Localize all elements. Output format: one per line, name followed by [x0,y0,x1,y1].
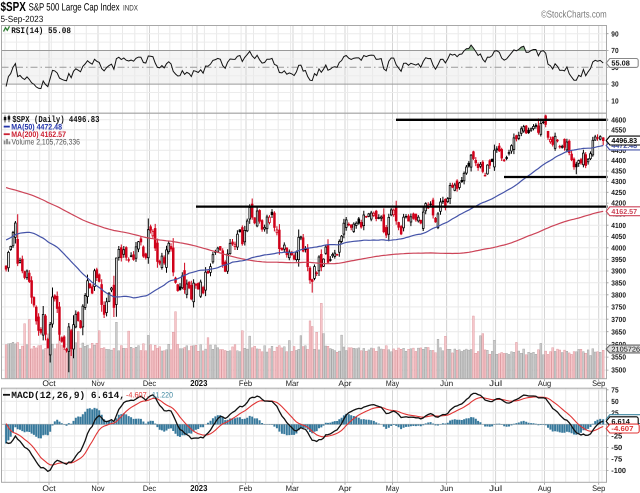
svg-text:Jul: Jul [489,379,502,388]
svg-text:3850: 3850 [611,278,626,287]
svg-text:Nov: Nov [91,379,104,388]
svg-text:3950: 3950 [611,255,626,264]
svg-text:-75: -75 [611,455,622,464]
svg-text:2023: 2023 [190,483,207,493]
svg-text:MACD(12,26,9) 6.614,: MACD(12,26,9) 6.614, [11,390,125,401]
svg-text:Jul: Jul [489,484,502,493]
svg-text:3800: 3800 [611,290,626,299]
svg-text:Oct: Oct [42,379,56,388]
svg-text:-100: -100 [611,466,626,475]
svg-text:Dec: Dec [143,379,156,388]
svg-text:4550: 4550 [611,125,626,134]
svg-text:6.614: 6.614 [611,417,629,426]
svg-text:Aug: Aug [538,379,551,388]
svg-text:3700: 3700 [611,315,626,324]
svg-text:Sep: Sep [592,379,606,388]
svg-text:4400: 4400 [611,156,626,165]
svg-text:90: 90 [611,29,618,38]
svg-text:May: May [386,379,399,388]
svg-text:2105726336: 2105726336 [611,347,640,354]
svg-text:70: 70 [611,46,618,55]
svg-text:4200: 4200 [611,199,626,208]
svg-text:30: 30 [611,80,618,89]
svg-text:3500: 3500 [611,366,626,375]
svg-text:RSI(14) 55.08: RSI(14) 55.08 [11,26,71,36]
svg-text:-25: -25 [611,432,622,441]
svg-text:3750: 3750 [611,303,626,312]
svg-text:May: May [386,484,399,493]
svg-text:INDX: INDX [123,3,139,12]
svg-text:75: 75 [611,385,618,394]
svg-text:Jun: Jun [440,379,453,388]
svg-text:©StockCharts.com: ©StockCharts.com [541,9,607,20]
svg-text:Apr: Apr [338,484,352,493]
svg-text:Volume 2,105,726,336: Volume 2,105,726,336 [12,137,81,146]
svg-text:55.08: 55.08 [611,59,629,68]
svg-text:Dec: Dec [143,484,156,493]
svg-text:4250: 4250 [611,188,626,197]
svg-text:2023: 2023 [190,378,207,388]
svg-text:3600: 3600 [611,340,626,349]
svg-text:$SPX (Daily) 4496.83: $SPX (Daily) 4496.83 [12,115,99,125]
svg-text:S&P 500 Large Cap Index: S&P 500 Large Cap Index [29,2,120,14]
svg-text:3900: 3900 [611,267,626,276]
svg-text:4162.57: 4162.57 [611,207,637,216]
svg-text:10: 10 [611,97,618,106]
svg-text:Apr: Apr [338,379,352,388]
svg-text:MA(200) 4162.57: MA(200) 4162.57 [11,130,66,139]
svg-text:-4.607,: -4.607, [126,391,149,400]
svg-text:3550: 3550 [611,353,626,362]
svg-text:Jun: Jun [440,484,453,493]
svg-text:$SPX: $SPX [1,0,27,14]
svg-text:Nov: Nov [91,484,104,493]
svg-text:3650: 3650 [611,327,626,336]
svg-text:Oct: Oct [42,484,56,493]
svg-text:Mar: Mar [286,484,300,493]
svg-text:50: 50 [611,397,618,406]
svg-text:4050: 4050 [611,232,626,241]
svg-text:-4.607: -4.607 [611,424,633,433]
svg-text:4472.48: 4472.48 [611,141,637,150]
svg-text:Aug: Aug [538,484,551,493]
svg-text:Sep: Sep [592,484,606,493]
svg-text:Feb: Feb [239,379,253,388]
svg-text:4496.83: 4496.83 [611,136,637,145]
svg-text:4300: 4300 [611,177,626,186]
svg-text:11.220: 11.220 [152,391,174,400]
svg-text:4600: 4600 [611,115,626,124]
svg-text:4100: 4100 [611,221,626,230]
svg-text:Feb: Feb [239,484,253,493]
svg-text:25: 25 [611,409,618,418]
svg-text:MA(50) 4472.48: MA(50) 4472.48 [11,123,62,132]
svg-text:Mar: Mar [286,379,300,388]
svg-text:4350: 4350 [611,167,626,176]
svg-text:5-Sep-2023: 5-Sep-2023 [1,14,44,24]
svg-text:4000: 4000 [611,243,626,252]
svg-text:-50: -50 [611,443,622,452]
